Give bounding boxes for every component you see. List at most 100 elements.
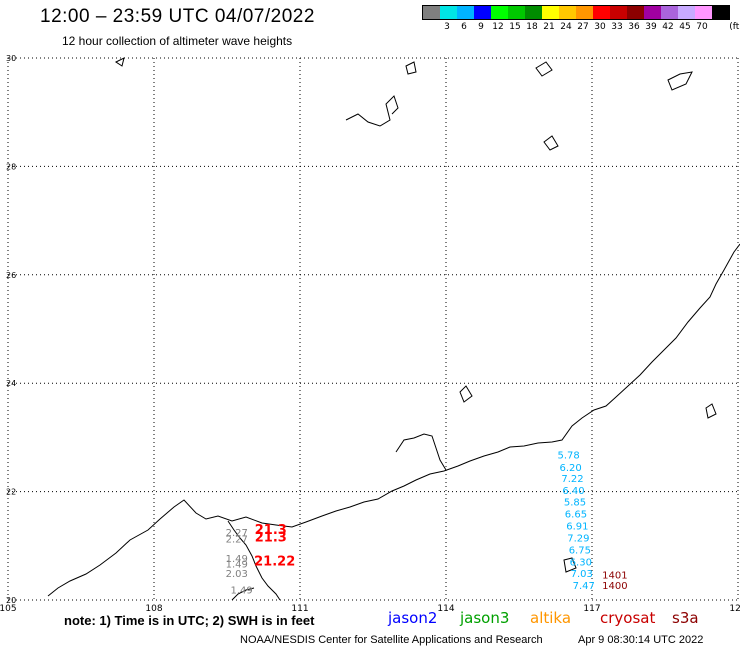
- mission-cryosat: cryosat: [600, 609, 656, 627]
- mission-jason3: jason3: [460, 609, 510, 627]
- legend-swatch: [491, 6, 508, 19]
- swh-value: 6.65: [565, 510, 587, 521]
- swh-value: 1.49: [226, 559, 248, 570]
- legend-swatch: [423, 6, 440, 19]
- swh-value: 21.3: [255, 530, 287, 545]
- legend-label: 18: [526, 22, 538, 32]
- island-3: [667, 71, 693, 91]
- lon-tick-label: 117: [583, 604, 600, 614]
- legend-swatch: [576, 6, 593, 19]
- swh-value: 1401: [602, 570, 627, 581]
- legend-swatch: [508, 6, 525, 19]
- legend-label: 33: [611, 22, 623, 32]
- legend-unit: (ft): [729, 22, 740, 32]
- legend-label: 30: [594, 22, 606, 32]
- swh-value: 7.29: [567, 533, 589, 544]
- legend-label: 15: [509, 22, 521, 32]
- legend-label: 24: [560, 22, 572, 32]
- swh-value: 6.75: [569, 545, 591, 556]
- legend-label: 21: [543, 22, 555, 32]
- swh-value: 6.40: [562, 486, 584, 497]
- note-text: note: 1) Time is in UTC; 2) SWH is in fe…: [64, 613, 315, 628]
- legend-label: 9: [478, 22, 484, 32]
- island-4: [543, 135, 559, 151]
- legend-swatch: [695, 6, 712, 19]
- mission-s3a: s3a: [672, 609, 699, 627]
- swh-value: 6.30: [570, 557, 592, 568]
- legend-label: 70: [696, 22, 708, 32]
- swh-value: 1400: [602, 581, 627, 592]
- swh-value: 1.49: [230, 585, 252, 596]
- coastline-pearl-delta: [395, 433, 447, 471]
- swh-value: 7.03: [571, 569, 593, 580]
- legend-label: 6: [461, 22, 467, 32]
- legend-swatch: [678, 6, 695, 19]
- coastline: [47, 57, 740, 601]
- lon-tick-label: 105: [0, 604, 17, 614]
- lon-tick-label: 114: [437, 604, 454, 614]
- island-5: [459, 385, 473, 403]
- lon-tick-label: 111: [291, 604, 308, 614]
- coastline-leizhou-peninsula: [227, 520, 281, 601]
- legend-label: 36: [628, 22, 640, 32]
- lon-tick-label: 120: [729, 604, 740, 614]
- mission-altika: altika: [530, 609, 572, 627]
- credit-text: NOAA/NESDIS Center for Satellite Applica…: [240, 634, 543, 646]
- swh-value: 6.91: [566, 522, 588, 533]
- island-1: [405, 61, 417, 75]
- swh-value: 7.47: [573, 581, 595, 592]
- legend-swatch: [644, 6, 661, 19]
- lon-tick-label: 108: [145, 604, 162, 614]
- lat-tick-label: 24: [6, 379, 16, 388]
- legend-swatch: [627, 6, 644, 19]
- swh-value: 2.27: [226, 535, 248, 546]
- legend-swatch: [457, 6, 474, 19]
- legend-swatch: [593, 6, 610, 19]
- coastline-shandong-islands: [345, 95, 399, 127]
- legend-label: 45: [679, 22, 691, 32]
- legend-label: 12: [492, 22, 504, 32]
- lat-tick-label: 30: [6, 54, 16, 63]
- legend-swatch: [610, 6, 627, 19]
- legend-label: 27: [577, 22, 589, 32]
- legend-swatch: [661, 6, 678, 19]
- swh-value: 5.78: [558, 451, 580, 462]
- island-8: [115, 57, 125, 67]
- swh-value: 1.49: [226, 554, 248, 565]
- legend-swatch: [559, 6, 576, 19]
- coastline-hainan-north: [231, 587, 255, 601]
- legend-swatch: [440, 6, 457, 19]
- legend-label: 3: [444, 22, 450, 32]
- lat-tick-label: 28: [6, 162, 16, 171]
- island-6: [705, 403, 717, 419]
- altimeter-measurements: 5.786.207.226.405.856.656.917.296.756.30…: [226, 451, 628, 597]
- swh-value: 2.27: [226, 528, 248, 539]
- timestamp-text: Apr 9 08:30:14 UTC 2022: [578, 634, 704, 646]
- lat-tick-label: 22: [6, 488, 16, 497]
- axis-tick-labels: 105 108 111 114 117 120 20 22 24 26 28 30: [0, 54, 740, 614]
- coastline-mainland: [47, 243, 740, 597]
- page-title: 12:00 – 23:59 UTC 04/07/2022: [40, 6, 315, 27]
- legend-swatch: [474, 6, 491, 19]
- map-grid: [7, 57, 739, 601]
- mission-jason2: jason2: [388, 609, 438, 627]
- swh-value: 21.3: [255, 523, 287, 538]
- legend-swatches: [422, 5, 730, 20]
- legend-swatch: [712, 6, 729, 19]
- swh-value: 7.22: [561, 474, 583, 485]
- page-subtitle: 12 hour collection of altimeter wave hei…: [62, 34, 293, 48]
- swh-value: 2.03: [226, 569, 248, 580]
- legend-swatch: [542, 6, 559, 19]
- swh-value: 21.22: [254, 554, 295, 569]
- swh-value: 6.20: [559, 463, 581, 474]
- legend-swatch: [525, 6, 542, 19]
- swh-value: 5.85: [564, 498, 586, 509]
- lat-tick-label: 26: [6, 271, 16, 280]
- lat-tick-label: 20: [6, 596, 16, 605]
- island-2: [535, 61, 553, 77]
- island-7: [563, 557, 577, 573]
- legend-label: 39: [645, 22, 657, 32]
